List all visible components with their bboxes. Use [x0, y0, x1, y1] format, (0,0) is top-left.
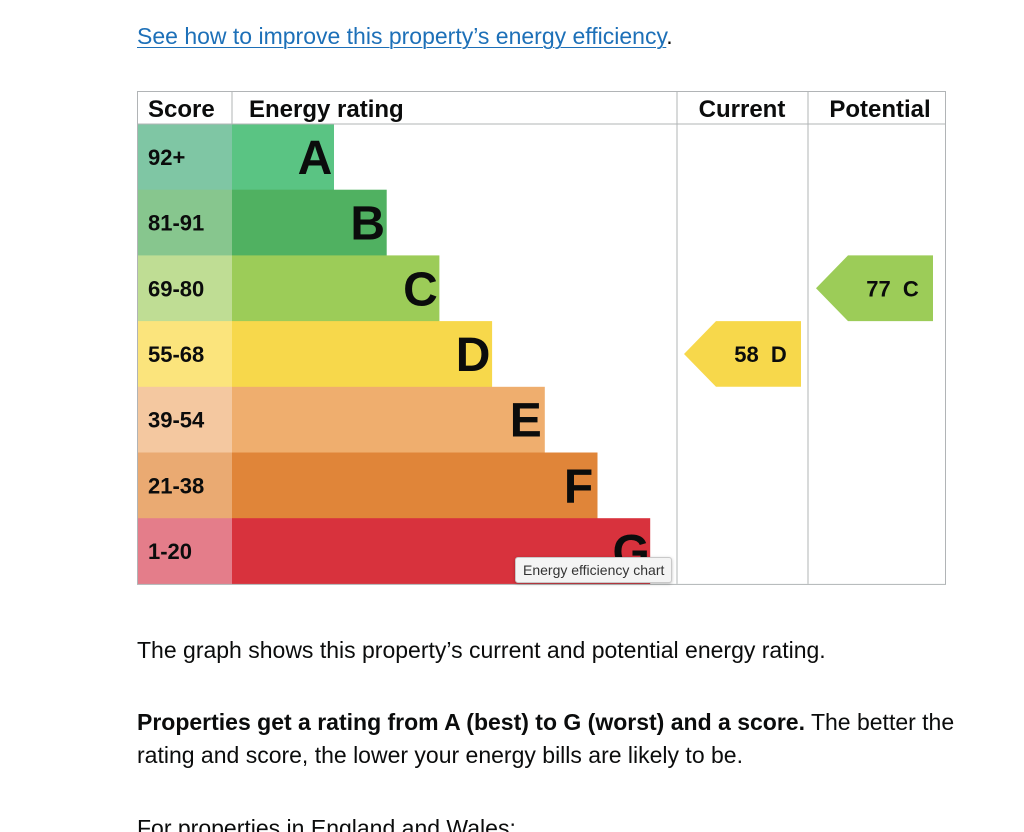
- improve-efficiency-link[interactable]: See how to improve this property’s energ…: [137, 23, 667, 49]
- score-cell-f: [137, 452, 232, 519]
- score-cell-b: [137, 189, 232, 256]
- score-cell-g: [137, 518, 232, 585]
- potential-rating-arrow: [816, 255, 933, 322]
- band-bar-b: [232, 189, 387, 256]
- band-letter-f: F: [564, 460, 593, 513]
- band-letter-b: B: [350, 198, 385, 251]
- band-bar-f: [232, 452, 598, 519]
- score-label-e: 39-54: [148, 408, 205, 433]
- rating-explanation-rest: The better the rating and score, the low…: [137, 709, 955, 768]
- score-cell-a: [137, 124, 232, 191]
- score-label-f: 21-38: [148, 473, 204, 498]
- score-label-d: 55-68: [148, 342, 204, 367]
- current-rating-label: 58 D: [734, 342, 787, 367]
- current-rating-arrow: [684, 321, 801, 387]
- header-energy-rating: Energy rating: [249, 96, 404, 123]
- band-letter-a: A: [298, 132, 333, 185]
- score-label-b: 81-91: [148, 211, 204, 236]
- improve-link-line: See how to improve this property’s energ…: [137, 20, 673, 52]
- band-bar-c: [232, 255, 440, 322]
- header-score: Score: [148, 96, 215, 123]
- band-bar-d: [232, 321, 493, 388]
- potential-rating-label: 77 C: [866, 276, 919, 301]
- band-bar-a: [232, 124, 334, 191]
- chart-tooltip: Energy efficiency chart: [515, 557, 673, 583]
- band-letter-d: D: [456, 329, 491, 382]
- score-label-g: 1-20: [148, 539, 192, 564]
- score-label-a: 92+: [148, 145, 185, 170]
- header-potential: Potential: [829, 96, 930, 123]
- score-cell-d: [137, 321, 232, 388]
- score-cell-e: [137, 386, 232, 453]
- score-label-c: 69-80: [148, 276, 204, 301]
- score-cell-c: [137, 255, 232, 322]
- chart-border: [137, 91, 946, 585]
- graph-description: The graph shows this property’s current …: [137, 637, 826, 663]
- header-current: Current: [699, 96, 786, 123]
- band-letter-c: C: [403, 263, 438, 316]
- link-suffix: .: [666, 23, 673, 49]
- rating-explanation-bold: Properties get a rating from A (best) to…: [137, 709, 805, 735]
- rating-explanation: Properties get a rating from A (best) to…: [137, 706, 957, 772]
- band-bar-e: [232, 386, 545, 453]
- energy-efficiency-chart: 92+ A81-91 B69-80 C55-68 D39-54 E21-38 F1-20 G …: [137, 91, 946, 585]
- england-wales-heading: For properties in England and Wales:: [137, 815, 516, 832]
- band-letter-e: E: [510, 395, 542, 448]
